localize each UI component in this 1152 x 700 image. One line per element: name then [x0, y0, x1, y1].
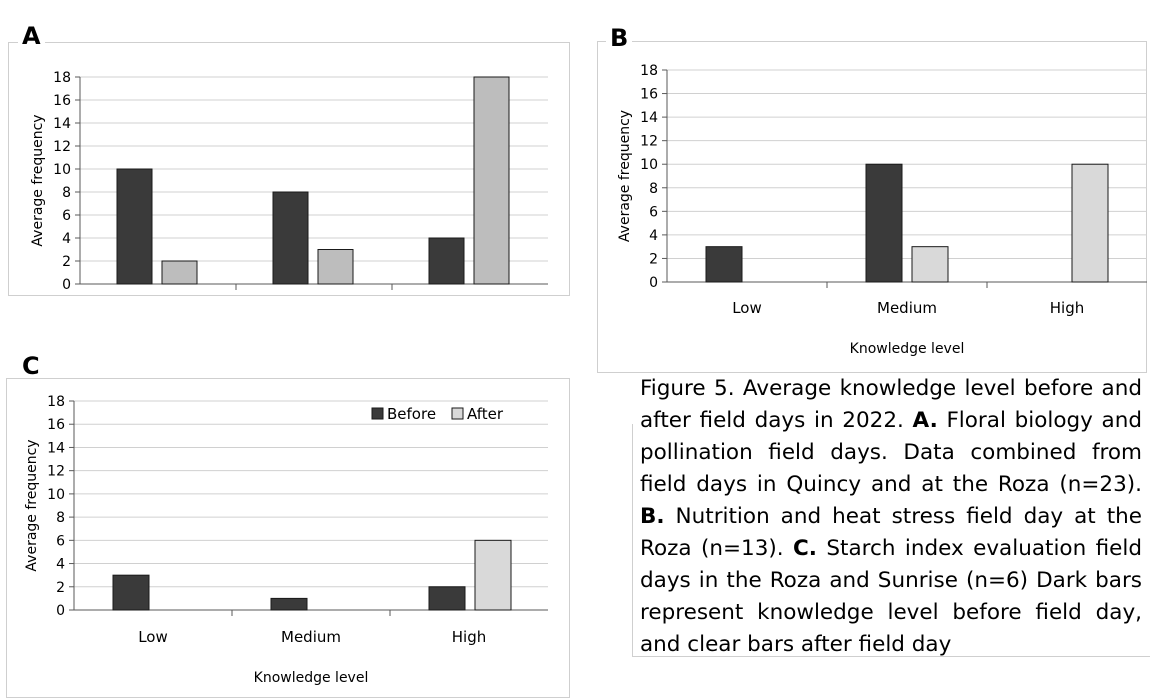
chart-b-ylabel: Average frequency [617, 110, 633, 242]
chart-b-ytick-label: 2 [649, 251, 658, 267]
chart-b-category-label: Medium [877, 299, 937, 317]
chart-b-ytick-label: 12 [640, 134, 658, 150]
caption-b-text: Nutrition and heat stress field day at t… [640, 504, 1142, 561]
chart-a-ytick-label: 10 [53, 162, 71, 178]
caption-border-bottom [632, 656, 1150, 657]
chart-a-bar-after [317, 249, 354, 285]
chart-c-ytick-label: 0 [56, 603, 65, 619]
chart-c-ytick-label: 2 [56, 580, 65, 596]
figure-caption: Figure 5. Average knowledge level before… [640, 373, 1142, 661]
chart-b-ytick-label: 0 [649, 275, 658, 291]
chart-a-ytick-label: 18 [53, 70, 71, 86]
chart-c-category-label: Low [138, 628, 168, 646]
chart-c-bar-before [112, 574, 150, 611]
chart-c-legend-swatch [371, 407, 384, 420]
chart-c-ytick-label: 14 [47, 440, 65, 456]
chart-a-ylabel: Average frequency [30, 114, 46, 246]
panel-c-label: C [18, 354, 44, 378]
chart-b-bar-before [705, 246, 743, 283]
caption-c-text: Starch index evaluation field days in th… [640, 536, 1142, 657]
chart-a-ytick-label: 12 [53, 139, 71, 155]
caption-c-label: C. [793, 536, 817, 561]
chart-c-category-label: Medium [281, 628, 341, 646]
caption-border-left [632, 424, 633, 656]
chart-b-bar-after [1071, 163, 1109, 283]
chart-b-ytick-label: 14 [640, 110, 658, 126]
chart-b-ytick-label: 4 [649, 228, 658, 244]
chart-a-ytick-label: 2 [62, 254, 71, 270]
chart-a-ytick-label: 8 [62, 185, 71, 201]
chart-a-bar-after [473, 76, 510, 285]
chart-a-ytick-label: 4 [62, 231, 71, 247]
caption-a-label: A. [912, 408, 938, 433]
chart-c-ytick-label: 18 [47, 394, 65, 410]
chart-c-legend-swatch [451, 407, 464, 420]
chart-c-ytick-label: 8 [56, 510, 65, 526]
chart-c-bar-before [428, 586, 466, 611]
chart-c-ytick-label: 4 [56, 557, 65, 573]
chart-c-ytick-label: 6 [56, 533, 65, 549]
chart-b-xlabel: Knowledge level [850, 341, 965, 357]
caption-lead: Figure 5. Average knowledge level before… [640, 376, 1142, 433]
caption-a-text: Floral biology and pollination field day… [640, 408, 1142, 497]
panel-c-frame [6, 378, 570, 698]
chart-b-category-label: Low [732, 299, 762, 317]
chart-b-ytick-label: 6 [649, 204, 658, 220]
panel-a-label: A [18, 24, 45, 48]
chart-a-bar-before [116, 168, 153, 285]
panel-b-label: B [606, 26, 633, 50]
chart-c-xlabel: Knowledge level [254, 670, 369, 686]
chart-b-bar-after [911, 246, 949, 283]
chart-a-ytick-label: 16 [53, 93, 71, 109]
chart-c-ylabel: Average frequency [24, 439, 40, 571]
chart-c-bar-before [270, 597, 308, 611]
chart-a-bar-before [428, 237, 465, 285]
chart-b-ytick-label: 8 [649, 181, 658, 197]
chart-c-legend-label: After [467, 405, 504, 423]
chart-a-ytick-label: 14 [53, 116, 71, 132]
chart-c-bar-after [474, 539, 512, 611]
chart-b-ytick-label: 18 [640, 63, 658, 79]
chart-b-ytick-label: 10 [640, 157, 658, 173]
chart-c-legend-label: Before [387, 405, 436, 423]
chart-c-ytick-label: 10 [47, 487, 65, 503]
chart-c-ytick-label: 16 [47, 417, 65, 433]
chart-b-bar-before [865, 163, 903, 283]
chart-a-ytick-label: 6 [62, 208, 71, 224]
chart-a-ytick-label: 0 [62, 277, 71, 293]
chart-c-ytick-label: 12 [47, 464, 65, 480]
chart-b-category-label: High [1050, 299, 1084, 317]
chart-a-bar-before [272, 191, 309, 285]
chart-b-ytick-label: 16 [640, 87, 658, 103]
chart-a-bar-after [161, 260, 198, 285]
chart-c-category-label: High [452, 628, 486, 646]
caption-b-label: B. [640, 504, 665, 529]
